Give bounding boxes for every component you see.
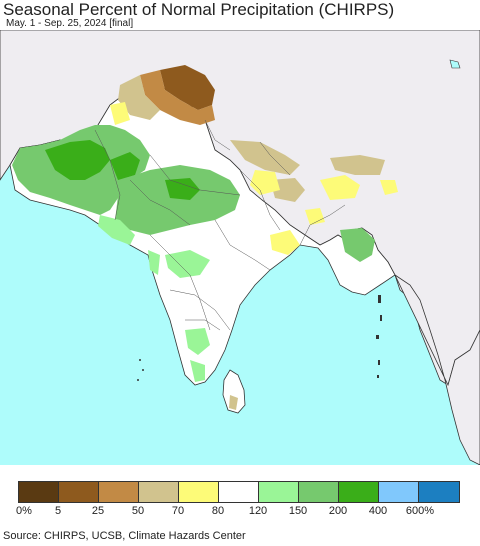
lake	[449, 59, 461, 69]
kashmir-very-dry	[160, 65, 215, 110]
north-india-yellow-patch	[110, 102, 130, 125]
maharashtra-wet-patch	[165, 250, 210, 278]
nepal-dry-region	[230, 140, 300, 175]
kerala-wet-patch	[190, 360, 205, 382]
southeast-asia-land	[394, 273, 480, 465]
northeast-yellow-region	[320, 175, 360, 200]
map-title: Seasonal Percent of Normal Precipitation…	[3, 0, 395, 19]
lakshadweep-islands	[137, 359, 144, 381]
legend-tick-label: 5	[54, 505, 62, 517]
up-yellow-region	[250, 170, 280, 195]
legend-swatch	[419, 482, 459, 502]
pakistan-very-wet-core	[45, 140, 110, 180]
map-subtitle: May. 1 - Sep. 25, 2024 [final]	[6, 18, 134, 29]
legend-swatch	[19, 482, 59, 502]
central-india-wet-region	[115, 165, 240, 235]
sri-lanka-wet-zone	[229, 395, 238, 410]
himalaya-dry-ring	[140, 70, 215, 125]
legend-swatch	[59, 482, 99, 502]
rajasthan-wet-core	[165, 178, 200, 200]
odisha-yellow-region	[270, 230, 300, 255]
gujarat-wet-region	[98, 215, 135, 245]
legend-tick-label: 400	[368, 505, 388, 517]
northeast-dry-region	[330, 155, 385, 175]
legend-color-bar	[18, 481, 460, 503]
state-borders	[94, 119, 346, 331]
legend-swatch	[379, 482, 419, 502]
legend-tick-label: 120	[248, 505, 268, 517]
legend-tick-label: 200	[328, 505, 348, 517]
legend-tick-label: 70	[171, 505, 185, 517]
west-coast-wet-patch	[148, 250, 160, 275]
legend-tick-label: 0%	[16, 505, 32, 517]
precipitation-map	[0, 30, 480, 465]
bihar-dry-region	[270, 178, 305, 202]
legend-swatch	[99, 482, 139, 502]
legend-tick-label: 600%	[405, 505, 435, 517]
ne-state-patch	[380, 180, 398, 195]
south-india-wet-patch	[185, 328, 210, 355]
legend-swatch	[259, 482, 299, 502]
legend-tick-label: 80	[211, 505, 225, 517]
legend-swatch	[219, 482, 259, 502]
legend-swatch	[139, 482, 179, 502]
legend-swatch	[299, 482, 339, 502]
east-coast-yellow-patch	[305, 208, 325, 225]
legend-swatch	[339, 482, 379, 502]
source-credit: Source: CHIRPS, UCSB, Climate Hazards Ce…	[3, 530, 246, 542]
bangladesh-wet-region	[340, 228, 375, 262]
sri-lanka	[222, 369, 246, 414]
legend-swatch	[179, 482, 219, 502]
sindh-wet-region	[110, 152, 140, 180]
legend-tick-label: 150	[288, 505, 308, 517]
himalaya-dry-outer	[118, 75, 160, 120]
legend-tick-label: 50	[131, 505, 145, 517]
legend-tick-label: 25	[91, 505, 105, 517]
andaman-islands	[376, 295, 382, 378]
